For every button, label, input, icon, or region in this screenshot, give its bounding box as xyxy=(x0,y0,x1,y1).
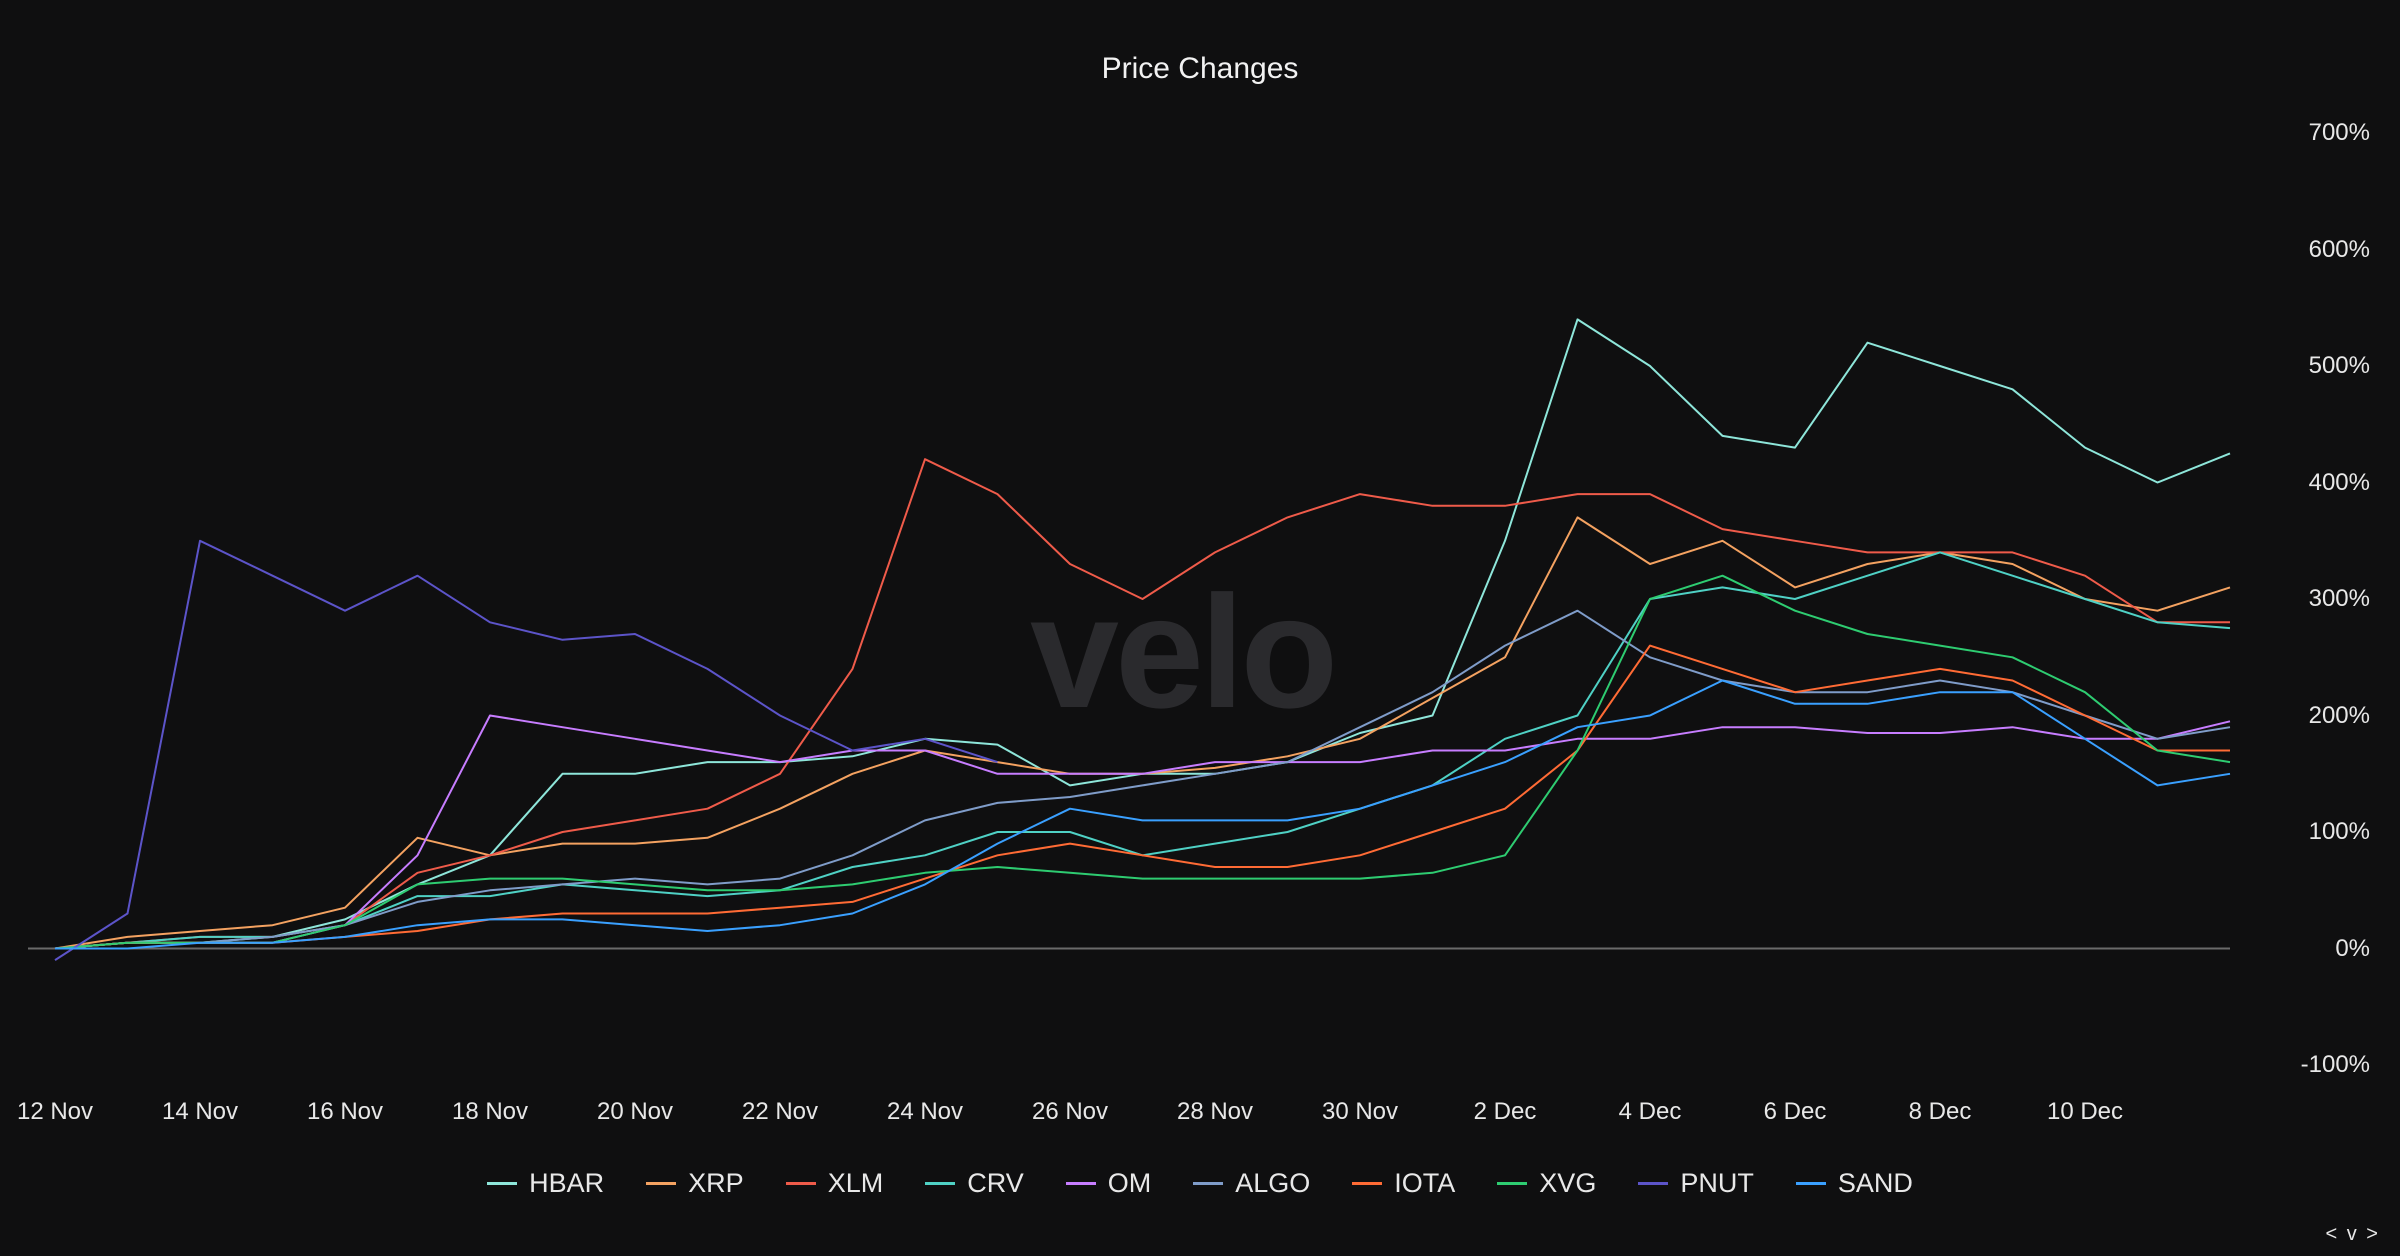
x-tick-label: 6 Dec xyxy=(1763,1098,1827,1125)
y-tick-label: 300% xyxy=(2308,585,2370,612)
legend-swatch xyxy=(1638,1182,1669,1185)
legend-label: XVG xyxy=(1539,1168,1597,1198)
y-tick-label: 500% xyxy=(2308,352,2370,379)
x-tick-label: 4 Dec xyxy=(1618,1098,1682,1125)
y-tick-label: -100% xyxy=(2300,1051,2370,1078)
x-tick-label: 14 Nov xyxy=(161,1098,239,1125)
legend-swatch xyxy=(1065,1182,1096,1185)
legend-label: HBAR xyxy=(529,1168,605,1198)
legend-label: XLM xyxy=(827,1168,884,1198)
y-tick-label: 100% xyxy=(2308,818,2370,845)
legend-swatch xyxy=(1193,1182,1224,1185)
legend-label: XRP xyxy=(688,1168,744,1198)
x-tick-label: 20 Nov xyxy=(596,1098,674,1125)
legend-label: ALGO xyxy=(1235,1168,1311,1198)
series-line-algo xyxy=(54,609,2231,950)
legend-item-crv[interactable]: CRV xyxy=(925,1168,1024,1199)
y-tick-label: 0% xyxy=(2335,934,2370,962)
legend-label: OM xyxy=(1107,1168,1152,1198)
series-line-xlm xyxy=(54,458,2230,950)
legend-swatch xyxy=(1497,1182,1528,1185)
legend-item-om[interactable]: OM xyxy=(1065,1168,1152,1199)
legend-swatch xyxy=(1795,1182,1826,1185)
legend-label: IOTA xyxy=(1394,1168,1456,1198)
legend-swatch xyxy=(487,1182,518,1185)
legend-swatch xyxy=(785,1182,816,1185)
x-tick-label: 26 Nov xyxy=(1031,1098,1109,1125)
series-line-sand xyxy=(55,679,2231,950)
legend-item-pnut[interactable]: PNUT xyxy=(1638,1168,1754,1199)
x-tick-label: 22 Nov xyxy=(741,1098,819,1125)
velo-watermark: velo xyxy=(1030,562,1338,741)
legend-item-hbar[interactable]: HBAR xyxy=(487,1168,604,1199)
legend-item-xlm[interactable]: XLM xyxy=(785,1168,884,1199)
legend-item-algo[interactable]: ALGO xyxy=(1193,1168,1310,1199)
x-tick-label: 18 Nov xyxy=(451,1098,529,1125)
y-tick-label: 700% xyxy=(2308,119,2370,146)
legend-label: CRV xyxy=(967,1168,1024,1198)
series-line-pnut xyxy=(54,539,998,961)
legend-swatch xyxy=(1352,1182,1383,1185)
legend-item-iota[interactable]: IOTA xyxy=(1352,1168,1455,1199)
x-tick-label: 8 Dec xyxy=(1908,1098,1972,1125)
x-tick-label: 24 Nov xyxy=(886,1098,964,1125)
series-line-xvg xyxy=(54,574,2231,950)
series-lines xyxy=(54,318,2231,961)
legend-label: SAND xyxy=(1837,1168,1913,1198)
x-tick-label: 12 Nov xyxy=(16,1098,94,1125)
y-tick-label: 600% xyxy=(2308,235,2370,263)
navigation-arrows[interactable]: < v > xyxy=(2325,1223,2380,1245)
legend-swatch xyxy=(925,1182,956,1185)
x-tick-label: 10 Dec xyxy=(2046,1098,2124,1125)
x-tick-label: 28 Nov xyxy=(1176,1098,1254,1125)
legend-label: PNUT xyxy=(1680,1168,1754,1198)
chart-title: Price Changes xyxy=(1101,52,1299,85)
y-tick-label: 200% xyxy=(2308,701,2370,729)
x-tick-label: 30 Nov xyxy=(1321,1098,1399,1125)
series-line-om xyxy=(54,714,2231,950)
legend-item-xrp[interactable]: XRP xyxy=(646,1168,744,1199)
chart-legend: HBAR XRP XLM CRV OM ALGO IOTA XVG PNUT SAND xyxy=(0,1168,2400,1199)
legend-item-sand[interactable]: SAND xyxy=(1795,1168,1913,1199)
series-line-iota xyxy=(54,644,2230,950)
legend-swatch xyxy=(646,1182,677,1185)
legend-item-xvg[interactable]: XVG xyxy=(1497,1168,1596,1199)
y-tick-label: 400% xyxy=(2308,468,2370,496)
x-tick-label: 2 Dec xyxy=(1473,1098,1537,1125)
x-tick-label: 16 Nov xyxy=(306,1098,384,1125)
